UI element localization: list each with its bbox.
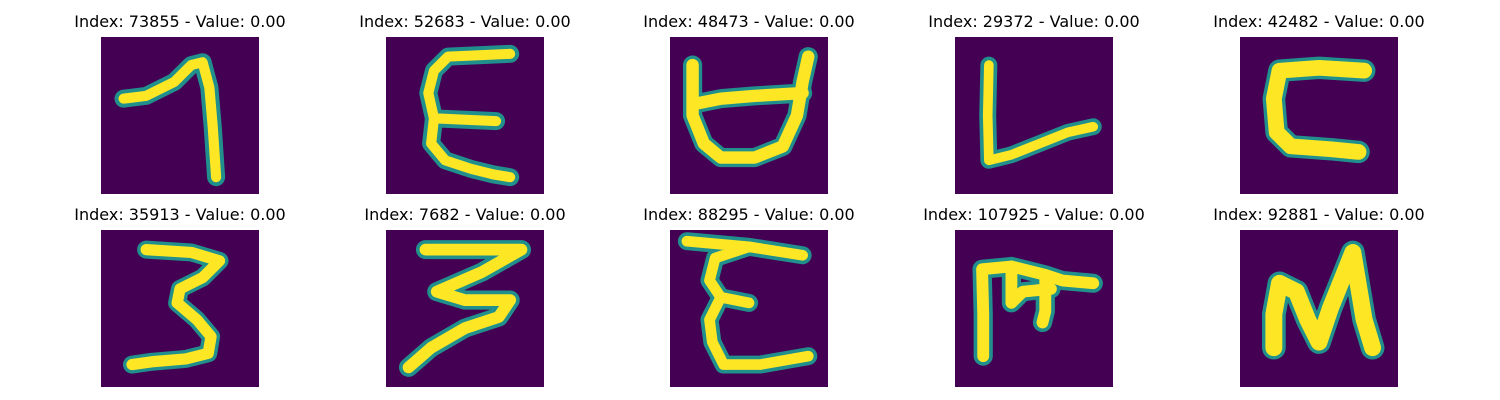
panel-4: Index: 29372 - Value: 0.00 xyxy=(914,14,1154,194)
glyph-8-image xyxy=(677,232,818,374)
panel-title: Index: 88295 - Value: 0.00 xyxy=(643,205,855,224)
panel-1: Index: 73855 - Value: 0.00 xyxy=(60,14,300,194)
panel-10: Index: 92881 - Value: 0.00 xyxy=(1199,207,1439,387)
glyph-2-image xyxy=(419,44,520,187)
panel-index: Index: 92881 xyxy=(1213,205,1319,224)
character-image xyxy=(1240,37,1398,194)
character-image xyxy=(386,37,544,194)
panel-value: Value: 0.00 xyxy=(764,205,855,224)
character-image xyxy=(955,230,1113,387)
panel-title: Index: 92881 - Value: 0.00 xyxy=(1213,205,1425,224)
glyph-7-image xyxy=(398,240,532,377)
panel-index: Index: 88295 xyxy=(643,205,749,224)
character-image xyxy=(955,37,1113,194)
character-image xyxy=(101,230,259,387)
panel-value: Value: 0.00 xyxy=(764,12,855,31)
panel-index: Index: 107925 xyxy=(923,205,1039,224)
panel-index: Index: 42482 xyxy=(1213,12,1319,31)
panel-index: Index: 35913 xyxy=(74,205,180,224)
character-image xyxy=(101,37,259,194)
panel-value: Value: 0.00 xyxy=(475,205,566,224)
panel-index: Index: 48473 xyxy=(643,12,749,31)
glyph-5-image xyxy=(1262,56,1376,164)
panel-title: Index: 29372 - Value: 0.00 xyxy=(928,12,1140,31)
panel-value: Value: 0.00 xyxy=(195,205,286,224)
character-image xyxy=(1240,230,1398,387)
panel-value: Value: 0.00 xyxy=(1054,205,1145,224)
panel-value: Value: 0.00 xyxy=(480,12,571,31)
panel-index: Index: 73855 xyxy=(74,12,180,31)
panel-8: Index: 88295 - Value: 0.00 xyxy=(629,207,869,387)
glyph-4-image xyxy=(979,56,1102,169)
glyph-10-image xyxy=(1262,240,1385,360)
glyph-6-image xyxy=(123,240,229,374)
panel-title: Index: 73855 - Value: 0.00 xyxy=(74,12,286,31)
panel-title: Index: 52683 - Value: 0.00 xyxy=(359,12,571,31)
panel-index: Index: 29372 xyxy=(928,12,1034,31)
glyph-1-image xyxy=(114,53,226,187)
panel-6: Index: 35913 - Value: 0.00 xyxy=(60,207,300,387)
panel-9: Index: 107925 - Value: 0.00 xyxy=(914,207,1154,387)
panel-value: Value: 0.00 xyxy=(1049,12,1140,31)
panel-title: Index: 107925 - Value: 0.00 xyxy=(923,205,1145,224)
glyph-3-image xyxy=(682,47,818,168)
panel-index: Index: 7682 xyxy=(364,205,460,224)
panel-title: Index: 48473 - Value: 0.00 xyxy=(643,12,855,31)
panel-value: Value: 0.00 xyxy=(1334,205,1425,224)
panel-7: Index: 7682 - Value: 0.00 xyxy=(345,207,585,387)
panel-title: Index: 42482 - Value: 0.00 xyxy=(1213,12,1425,31)
panel-value: Value: 0.00 xyxy=(1334,12,1425,31)
panel-title: Index: 35913 - Value: 0.00 xyxy=(74,205,286,224)
character-image xyxy=(670,230,828,387)
character-image xyxy=(386,230,544,387)
panel-2: Index: 52683 - Value: 0.00 xyxy=(345,14,585,194)
glyph-9-image xyxy=(972,256,1103,366)
panel-index: Index: 52683 xyxy=(359,12,465,31)
panel-5: Index: 42482 - Value: 0.00 xyxy=(1199,14,1439,194)
panel-title: Index: 7682 - Value: 0.00 xyxy=(364,205,566,224)
panel-3: Index: 48473 - Value: 0.00 xyxy=(629,14,869,194)
panel-value: Value: 0.00 xyxy=(195,12,286,31)
character-image xyxy=(670,37,828,194)
